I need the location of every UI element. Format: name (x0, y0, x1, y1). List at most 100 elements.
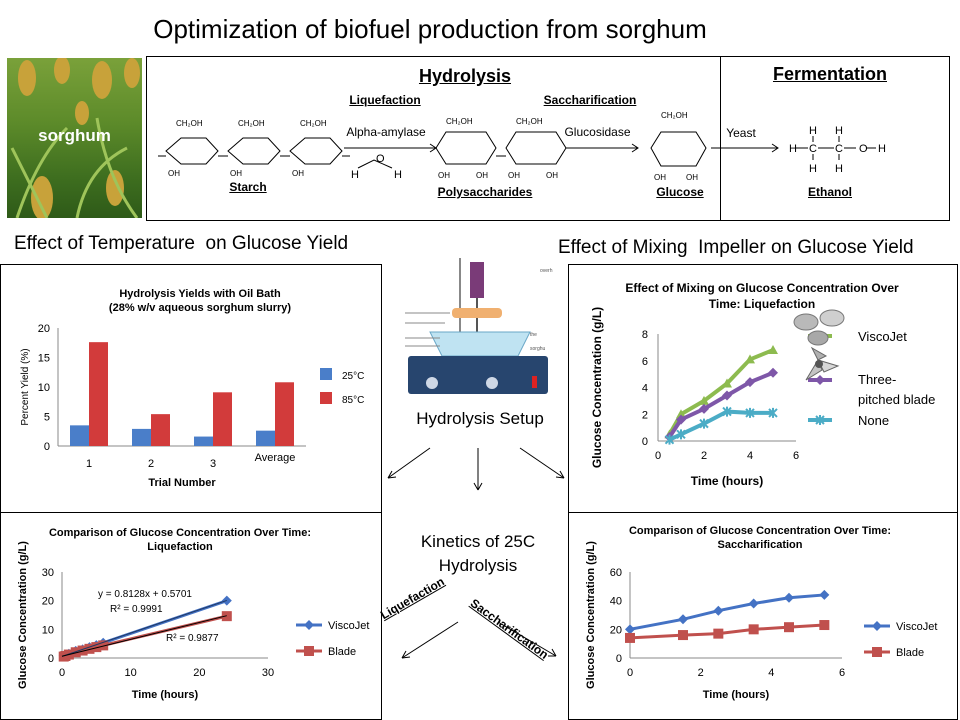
bar-25C-2 (132, 428, 151, 446)
x-tick-label: 0 (59, 667, 65, 679)
legend-marker (872, 647, 882, 657)
liquefaction-label: Liquefaction (349, 93, 421, 107)
x-tick-label: 3 (210, 458, 216, 470)
x-tick-label: 6 (793, 450, 799, 462)
data-point (91, 642, 102, 653)
data-point (722, 390, 732, 401)
y-tick-label: 0 (616, 653, 622, 665)
legend-label: ViscoJet (328, 620, 369, 632)
x-axis-label: Time (hours) (132, 689, 199, 701)
trendline (61, 615, 227, 657)
temperature-section-title: Effect of Temperature on Glucose Yield (14, 233, 349, 254)
data-point (676, 414, 686, 425)
y-tick-label: 15 (38, 353, 50, 365)
y-axis-label: Percent Yield (%) (20, 348, 31, 425)
y-tick-label: 8 (642, 329, 648, 341)
data-point (676, 429, 686, 440)
y-tick-label: 20 (38, 323, 50, 335)
data-point (768, 345, 778, 355)
svg-text:sorghu: sorghu (530, 346, 546, 352)
data-point (713, 628, 724, 639)
y-tick-label: 20 (42, 596, 54, 608)
bar-85C-1 (89, 342, 108, 446)
y-tick-label: 10 (38, 382, 50, 394)
svg-text:OH: OH (230, 169, 242, 178)
series-line-Three-pitched-blade (667, 370, 774, 439)
svg-text:CH₂OH: CH₂OH (300, 119, 327, 128)
y-tick-label: 30 (42, 567, 54, 579)
svg-text:H: H (835, 163, 843, 175)
trendline-annotation: y = 0.8128x + 0.5701 (98, 589, 192, 600)
y-tick-label: 40 (610, 596, 622, 608)
series-line-ViscoJet (667, 348, 774, 436)
x-tick-label: 4 (747, 450, 753, 462)
svg-text:H: H (835, 125, 843, 137)
svg-text:CH₂OH: CH₂OH (238, 119, 265, 128)
legend-swatch (320, 392, 332, 404)
y-tick-label: 60 (610, 567, 622, 579)
x-tick-label: 0 (627, 667, 633, 679)
svg-text:H: H (809, 163, 817, 175)
svg-text:OH: OH (476, 171, 488, 180)
legend-label: ViscoJet (896, 621, 937, 633)
data-point (678, 630, 688, 641)
fermentation-header: Fermentation (772, 64, 887, 84)
y-tick-label: 6 (642, 356, 648, 368)
svg-text:CH₂OH: CH₂OH (446, 117, 473, 126)
kinetics-liquefaction-subtitle: Liquefaction (147, 541, 213, 553)
x-tick-label: 2 (148, 458, 154, 470)
svg-text:OH: OH (654, 173, 666, 182)
data-point (625, 624, 635, 635)
data-point (98, 640, 109, 651)
hydrolysis-setup-illustration: overh the sorghu (405, 258, 553, 394)
bar-85C-3 (213, 392, 232, 446)
kinetics-saccharification-chart: 0 20 40 60 0 2 4 6 Time (hours) Glucose Concentra… (585, 541, 937, 701)
impeller-illustration (793, 309, 845, 381)
y-tick-label: 20 (610, 624, 622, 636)
trendline-annotation: R² = 0.9991 (110, 604, 163, 615)
data-point (819, 589, 830, 600)
data-point (819, 620, 830, 631)
legend-swatch (320, 368, 332, 380)
svg-text:CH₂OH: CH₂OH (516, 117, 543, 126)
data-point (748, 624, 759, 635)
y-tick-label: 4 (642, 383, 648, 395)
y-axis-label: Glucose Concentration (g/L) (590, 307, 604, 468)
x-tick-label: Average (255, 452, 296, 464)
kinetics-saccharification-box (568, 512, 958, 720)
data-point (722, 378, 732, 388)
trendline (61, 599, 227, 657)
kinetics-liquefaction-chart: 0 10 20 30 0 10 20 30 Time (hours) Glucose Concen… (17, 541, 369, 701)
legend-label: 85°C (342, 395, 364, 406)
svg-text:H: H (789, 143, 797, 155)
data-point (664, 434, 675, 445)
kinetics-saccharification-title-block: Comparison of Glucose Concentration Over… (600, 524, 920, 552)
kinetics-liquefaction-title: Comparison of Glucose Concentration Over… (48, 527, 311, 539)
legend-label: 25°C (342, 371, 364, 382)
temperature-chart-title: Hydrolysis Yields with Oil Bath (119, 288, 281, 300)
svg-text:C: C (809, 143, 817, 155)
hot-plate-shape (408, 356, 548, 394)
data-point (748, 598, 759, 609)
x-axis-label: Trial Number (148, 477, 216, 489)
legend-label: Blade (896, 647, 924, 659)
glucosidase-label: Glucosidase (564, 125, 631, 139)
flow-arrows (387, 447, 565, 659)
trendline-annotation: R² = 0.9877 (166, 633, 219, 644)
legend-marker (815, 415, 825, 425)
bar-85C-Average (275, 382, 294, 446)
legend-label: pitched blade (858, 392, 935, 407)
data-point (713, 605, 724, 616)
x-tick-label: 2 (701, 450, 707, 462)
saccharification-label: Saccharification (543, 93, 637, 107)
alpha-amylase-label: Alpha-amylase (346, 125, 426, 139)
svg-text:OH: OH (438, 171, 450, 180)
data-point (784, 622, 794, 633)
svg-text:H: H (394, 169, 402, 181)
svg-text:CH₂OH: CH₂OH (176, 119, 203, 128)
svg-text:OH: OH (292, 169, 304, 178)
svg-text:OH: OH (546, 171, 558, 180)
hydrolysis-setup-label: Hydrolysis Setup (416, 409, 544, 428)
kinetics-saccharification-subtitle: Saccharification (717, 539, 803, 551)
svg-text:the: the (530, 332, 537, 338)
